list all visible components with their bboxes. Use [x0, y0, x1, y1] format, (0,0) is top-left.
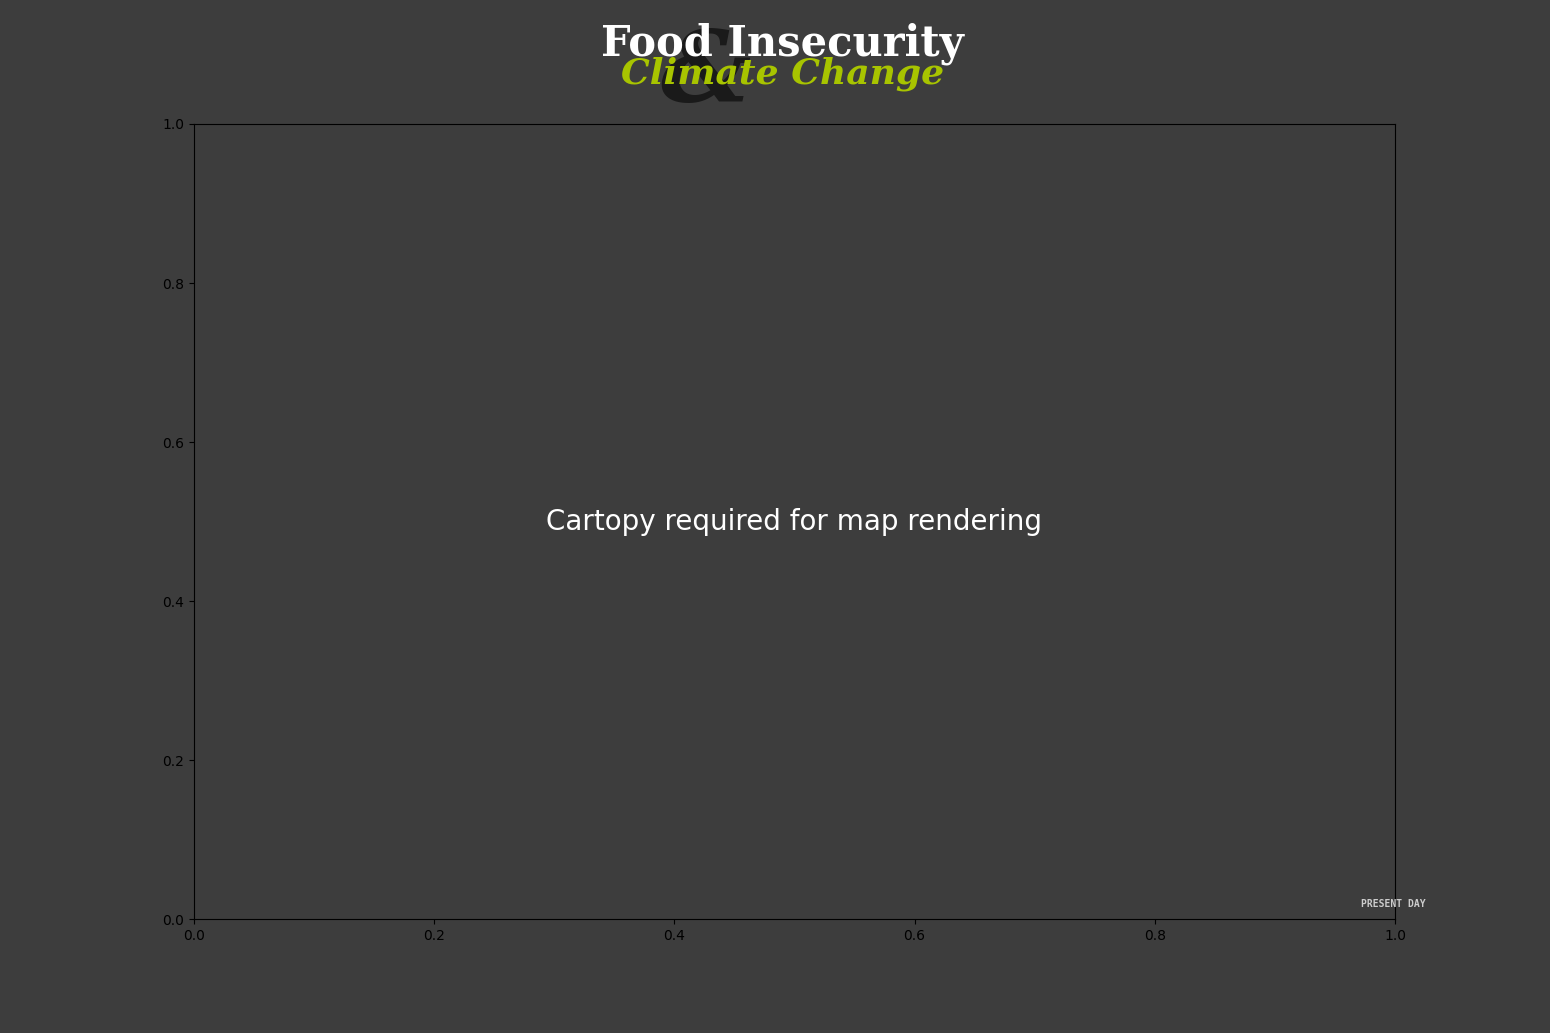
Text: Food Insecurity: Food Insecurity	[601, 23, 964, 65]
Text: PRESENT DAY: PRESENT DAY	[1361, 899, 1426, 909]
Text: Cartopy required for map rendering: Cartopy required for map rendering	[546, 507, 1042, 536]
Text: &: &	[660, 26, 750, 122]
Text: Climate Change: Climate Change	[622, 57, 944, 91]
